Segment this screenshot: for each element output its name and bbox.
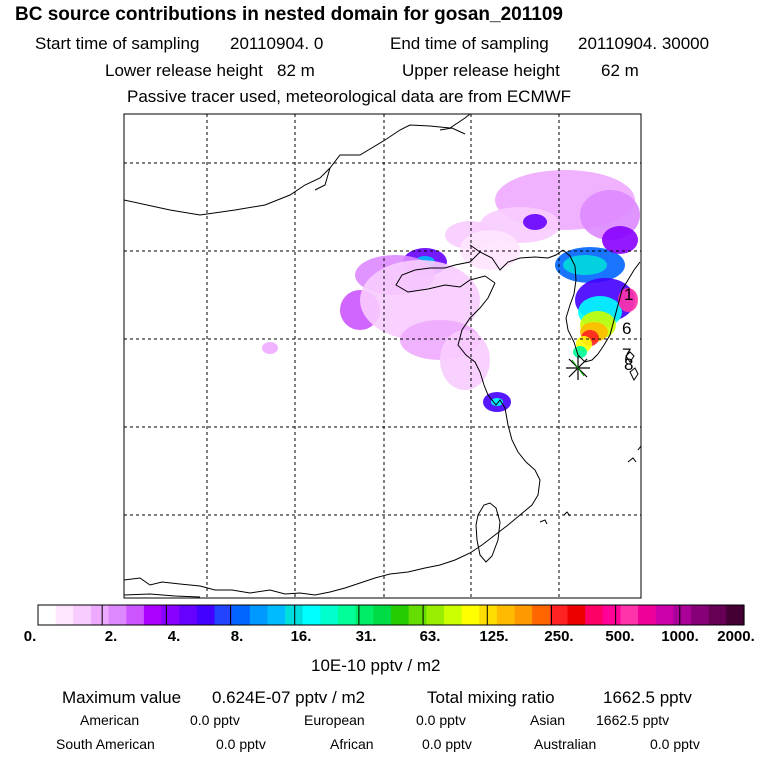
european-value: 0.0 pptv bbox=[416, 712, 466, 728]
cbar-tick-1000: 1000. bbox=[661, 628, 699, 645]
annotation-6: 6 bbox=[622, 319, 631, 338]
total-mixing-label: Total mixing ratio bbox=[427, 688, 555, 707]
colorbar-swatch bbox=[673, 605, 692, 625]
colorbar-swatch bbox=[338, 605, 357, 625]
colorbar-swatch bbox=[320, 605, 339, 625]
start-time-value: 20110904. 0 bbox=[230, 34, 324, 53]
colorbar-swatch bbox=[443, 605, 463, 625]
coastlines bbox=[123, 113, 642, 598]
colorbar-swatch bbox=[655, 605, 674, 625]
colorbar-swatch bbox=[55, 605, 74, 625]
end-time-value: 20110904. 30000 bbox=[578, 34, 710, 53]
cbar-tick-16: 16. bbox=[290, 628, 312, 645]
plume-cell bbox=[262, 342, 278, 354]
plume-cell bbox=[360, 260, 480, 340]
colorbar-swatch bbox=[267, 605, 286, 625]
map-frame bbox=[123, 113, 642, 599]
colorbar-swatch bbox=[708, 605, 727, 625]
end-time-label: End time of sampling bbox=[390, 34, 549, 53]
colorbar-swatch bbox=[496, 605, 516, 625]
colorbar-swatch bbox=[391, 605, 410, 625]
american-label: American bbox=[80, 712, 140, 728]
european-label: European bbox=[304, 712, 365, 728]
cbar-tick-63: 63. bbox=[419, 628, 441, 645]
asian-label: Asian bbox=[530, 712, 566, 728]
cbar-tick-8: 8. bbox=[230, 628, 244, 645]
plume-cell bbox=[460, 230, 520, 270]
south-american-value: 0.0 pptv bbox=[216, 736, 266, 752]
cbar-tick-125: 125. bbox=[479, 628, 509, 645]
colorbar-swatch bbox=[532, 605, 551, 625]
upper-release-label: Upper release height bbox=[402, 61, 560, 80]
south-american-label: South American bbox=[56, 736, 155, 752]
colorbar-swatch bbox=[726, 605, 745, 625]
asian-value: 1662.5 pptv bbox=[596, 712, 670, 728]
australian-label: Australian bbox=[534, 736, 597, 752]
colorbar-swatch bbox=[302, 605, 321, 625]
colorbar-swatch bbox=[90, 605, 110, 625]
american-value: 0.0 pptv bbox=[190, 712, 240, 728]
colorbar-swatch bbox=[585, 605, 604, 625]
upper-release-value: 62 m bbox=[601, 61, 639, 80]
colorbar-swatch bbox=[196, 605, 216, 625]
colorbar-swatch bbox=[249, 605, 269, 625]
african-label: African bbox=[330, 736, 374, 752]
colorbar-swatch bbox=[355, 605, 374, 625]
colorbar-unit: 10E-10 pptv / m2 bbox=[311, 656, 441, 675]
lower-release-value: 82 m bbox=[277, 61, 315, 80]
colorbar-swatch bbox=[161, 605, 180, 625]
colorbar-swatch bbox=[479, 605, 498, 625]
colorbar-swatch bbox=[638, 605, 657, 625]
cbar-tick-0: 0. bbox=[23, 628, 37, 645]
colorbar-swatch bbox=[691, 605, 710, 625]
colorbar-swatch bbox=[620, 605, 639, 625]
cbar-tick-4: 4. bbox=[167, 628, 181, 645]
colorbar-swatch bbox=[108, 605, 127, 625]
colorbar-swatch bbox=[73, 605, 92, 625]
colorbar-frame bbox=[37, 604, 745, 626]
colorbar-swatch bbox=[373, 605, 392, 625]
lower-release-label: Lower release height bbox=[105, 61, 263, 80]
colorbar-swatch bbox=[285, 605, 304, 625]
lat-lon-grid bbox=[124, 114, 641, 598]
cbar-tick-2: 2. bbox=[104, 628, 118, 645]
colorbar-swatch bbox=[143, 605, 163, 625]
colorbar-swatch bbox=[549, 605, 569, 625]
colorbar-swatch bbox=[38, 605, 57, 625]
colorbar bbox=[38, 605, 745, 625]
plume-cell bbox=[440, 330, 490, 390]
total-mixing-value: 1662.5 pptv bbox=[603, 688, 692, 707]
annotation-8: 8 bbox=[624, 355, 633, 374]
colorbar-swatch bbox=[426, 605, 445, 625]
plume-cell bbox=[618, 288, 638, 312]
colorbar-swatch bbox=[126, 605, 145, 625]
plume-cell bbox=[523, 214, 547, 230]
australian-value: 0.0 pptv bbox=[650, 736, 700, 752]
colorbar-swatch bbox=[408, 605, 427, 625]
cbar-tick-500: 500. bbox=[605, 628, 635, 645]
colorbar-swatch bbox=[567, 605, 586, 625]
colorbar-swatch bbox=[232, 605, 251, 625]
receptor-marker-outline bbox=[571, 359, 585, 377]
max-value-label: Maximum value bbox=[62, 688, 182, 707]
tracer-note: Passive tracer used, meteorological data… bbox=[127, 87, 572, 106]
african-value: 0.0 pptv bbox=[422, 736, 472, 752]
plume-cell bbox=[573, 346, 587, 358]
colorbar-swatch bbox=[214, 605, 233, 625]
plot-title: BC source contributions in nested domain… bbox=[15, 4, 563, 25]
plume-cell bbox=[602, 226, 638, 254]
colorbar-swatch bbox=[179, 605, 198, 625]
cbar-tick-2000: 2000. bbox=[717, 628, 755, 645]
colorbar-swatch bbox=[461, 605, 480, 625]
plume-cell bbox=[563, 255, 607, 275]
annotation-7: 7 bbox=[622, 345, 631, 364]
cbar-tick-250: 250. bbox=[544, 628, 574, 645]
colorbar-swatch bbox=[602, 605, 622, 625]
annotation-1: 1 bbox=[624, 285, 633, 304]
start-time-label: Start time of sampling bbox=[35, 34, 200, 53]
colorbar-swatch bbox=[514, 605, 533, 625]
max-value: 0.624E-07 pptv / m2 bbox=[212, 688, 366, 707]
cbar-tick-31: 31. bbox=[355, 628, 377, 645]
